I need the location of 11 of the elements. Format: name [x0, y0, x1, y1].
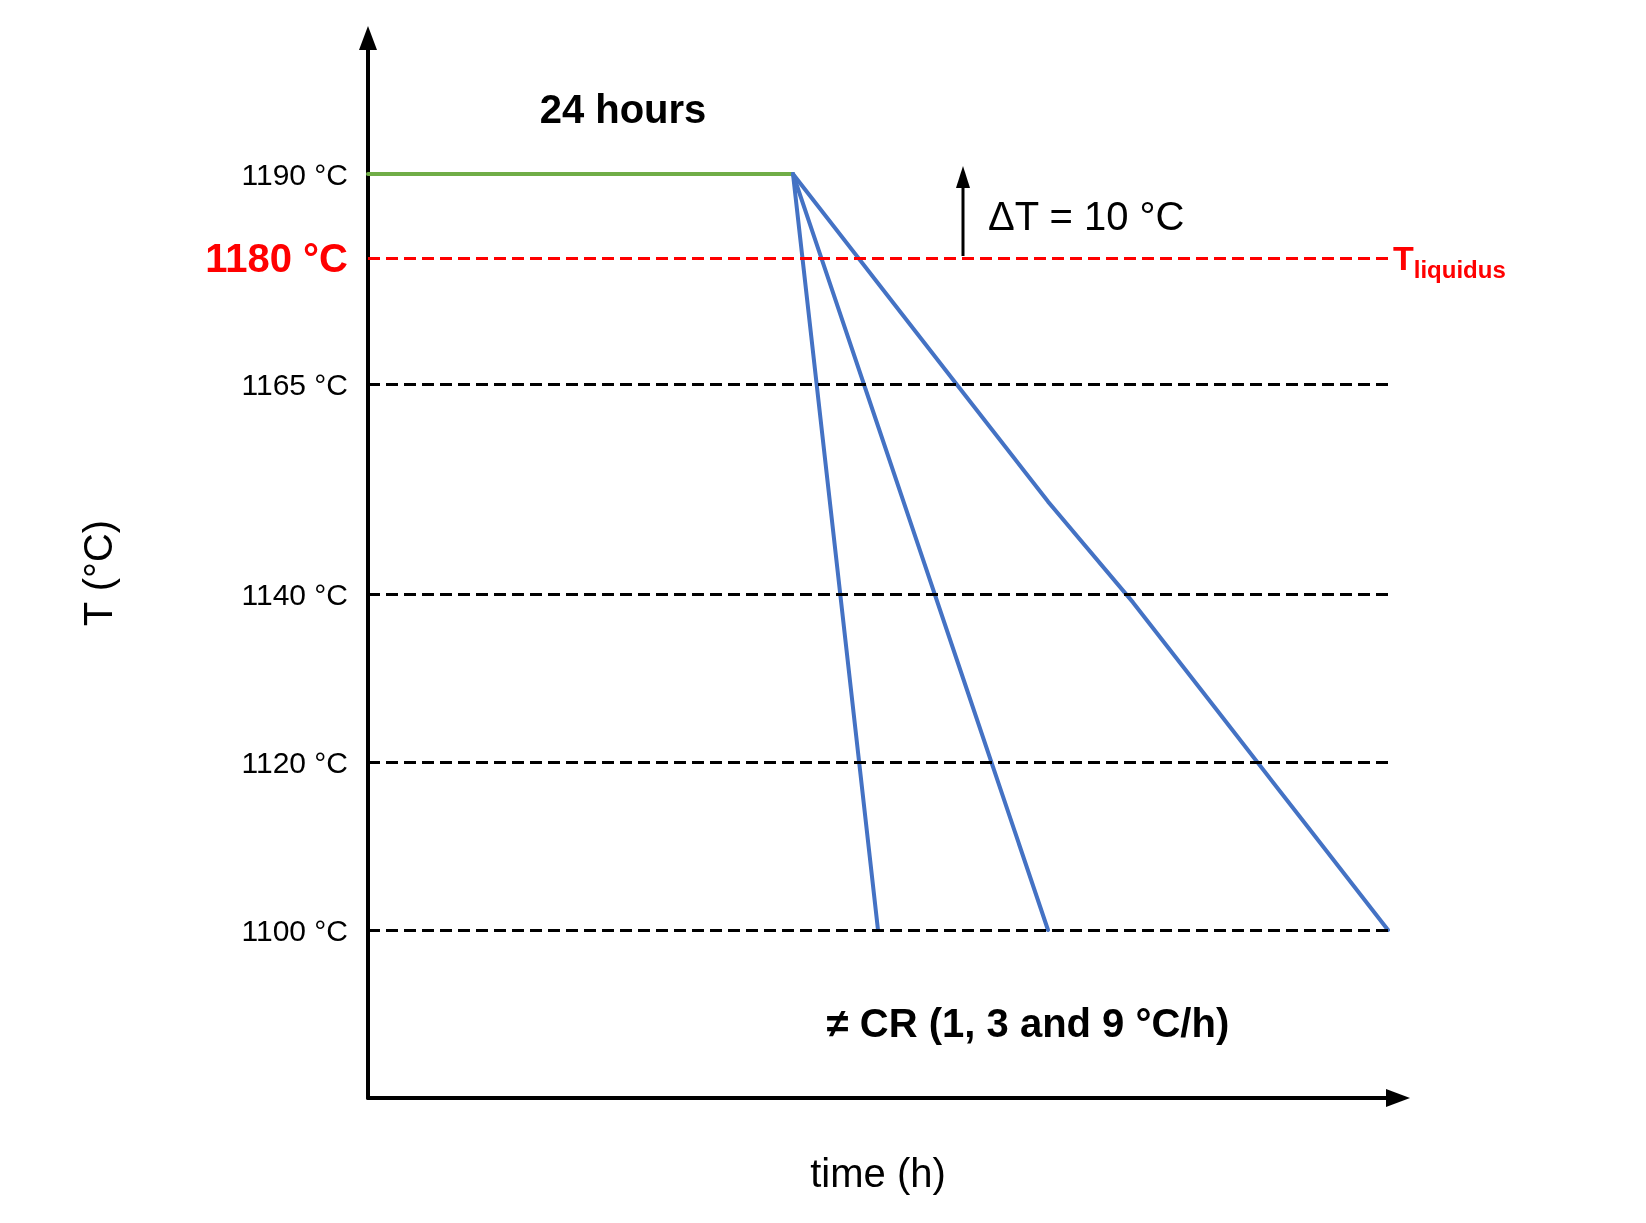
annotation: 24 hours: [539, 87, 707, 131]
x-axis-title: time (h): [810, 1151, 946, 1195]
y-tick-label: 1120 °C: [241, 745, 348, 779]
y-tick-label: 1165 °C: [241, 367, 348, 401]
annotation: ≠ CR (1, 3 and 9 °C/h): [826, 1001, 1230, 1045]
y-tick-label: 1180 °C: [205, 236, 348, 280]
y-tick-label: 1100 °C: [241, 913, 348, 947]
y-tick-label: 1140 °C: [241, 577, 348, 611]
y-tick-label: 1190 °C: [241, 157, 348, 191]
y-axis-title: T (°C): [76, 519, 120, 627]
annotation: ΔT = 10 °C: [988, 194, 1185, 238]
